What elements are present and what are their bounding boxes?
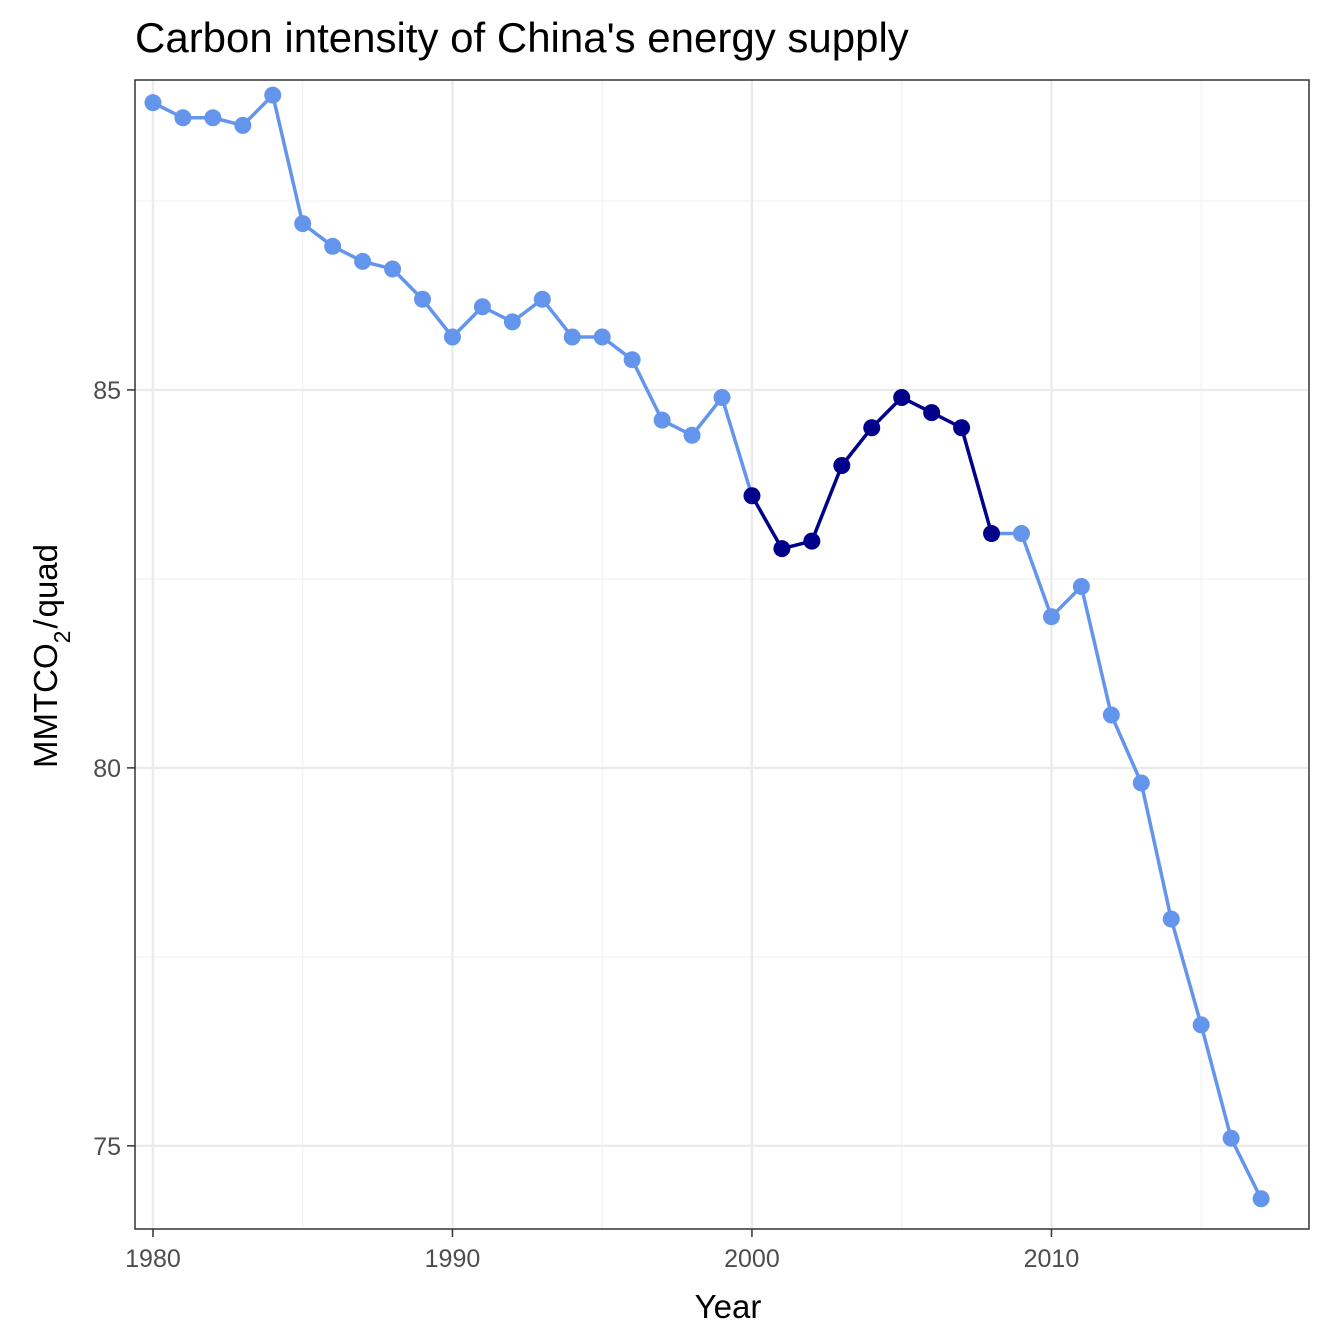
data-point	[384, 260, 402, 278]
data-point	[473, 298, 491, 316]
data-point	[623, 351, 641, 369]
data-point	[1162, 910, 1180, 928]
data-point	[833, 457, 851, 475]
series-segment	[720, 395, 754, 498]
y-axis-title-subscript: 2	[49, 631, 75, 644]
data-point	[1132, 774, 1150, 792]
series-segment	[271, 93, 305, 226]
data-point	[1102, 706, 1120, 724]
data-point	[653, 411, 671, 429]
plot-background	[135, 80, 1309, 1229]
data-point	[563, 328, 581, 346]
y-tick-label: 85	[93, 377, 121, 405]
y-tick-label: 75	[93, 1133, 121, 1161]
data-point	[893, 388, 911, 406]
y-axis-title-main: MMTCO	[27, 643, 64, 768]
data-point	[443, 328, 461, 346]
data-point	[863, 419, 881, 437]
data-point	[1192, 1016, 1210, 1034]
data-point	[204, 109, 222, 127]
y-axis-title: MMTCO2 / quad	[27, 544, 75, 768]
y-tick-label: 80	[93, 755, 121, 783]
series-segment	[1229, 1136, 1263, 1201]
data-point	[533, 290, 551, 308]
data-point	[294, 215, 312, 233]
series-segment	[1079, 584, 1114, 717]
series-segment	[1109, 713, 1144, 785]
x-tick-label: 1990	[425, 1245, 481, 1273]
data-point	[354, 252, 372, 270]
data-point	[683, 426, 701, 444]
series-segment	[1169, 917, 1203, 1027]
series-segment	[630, 357, 664, 422]
data-point	[743, 487, 761, 505]
data-point	[503, 313, 521, 331]
data-point	[773, 540, 791, 558]
data-point	[1042, 608, 1060, 626]
y-axis-ticks: 75 80 85	[93, 377, 135, 1161]
plot-border	[134, 79, 1310, 1230]
data-point	[983, 525, 1001, 543]
data-point	[1252, 1190, 1270, 1208]
data-point	[1072, 577, 1090, 595]
series-segment	[1019, 531, 1054, 619]
x-tick-label: 2010	[1024, 1245, 1080, 1273]
series-segment	[750, 494, 784, 551]
data-point	[234, 116, 252, 134]
data-point	[593, 328, 611, 346]
series-points	[144, 86, 1270, 1208]
y-axis-title-slash: /	[27, 619, 64, 629]
data-point	[1012, 525, 1030, 543]
data-point	[953, 419, 971, 437]
x-tick-label: 1980	[125, 1245, 181, 1273]
data-point	[264, 86, 282, 104]
series-segment	[1139, 781, 1173, 921]
data-point	[1222, 1129, 1240, 1147]
series-segment	[1199, 1023, 1233, 1141]
data-point	[324, 237, 342, 255]
x-axis-title: Year	[695, 1288, 762, 1325]
data-point	[923, 404, 941, 422]
x-axis-ticks: 1980 1990 2000 2010	[125, 1229, 1079, 1273]
data-point	[174, 109, 192, 127]
data-point	[803, 532, 821, 550]
chart-title: Carbon intensity of China's energy suppl…	[135, 14, 909, 61]
x-tick-label: 2000	[724, 1245, 780, 1273]
data-point	[713, 388, 731, 406]
data-point	[144, 94, 162, 112]
y-axis-title-suffix: quad	[27, 544, 64, 617]
series-segment	[810, 463, 844, 543]
series-segment	[959, 425, 994, 536]
data-point	[414, 290, 432, 308]
